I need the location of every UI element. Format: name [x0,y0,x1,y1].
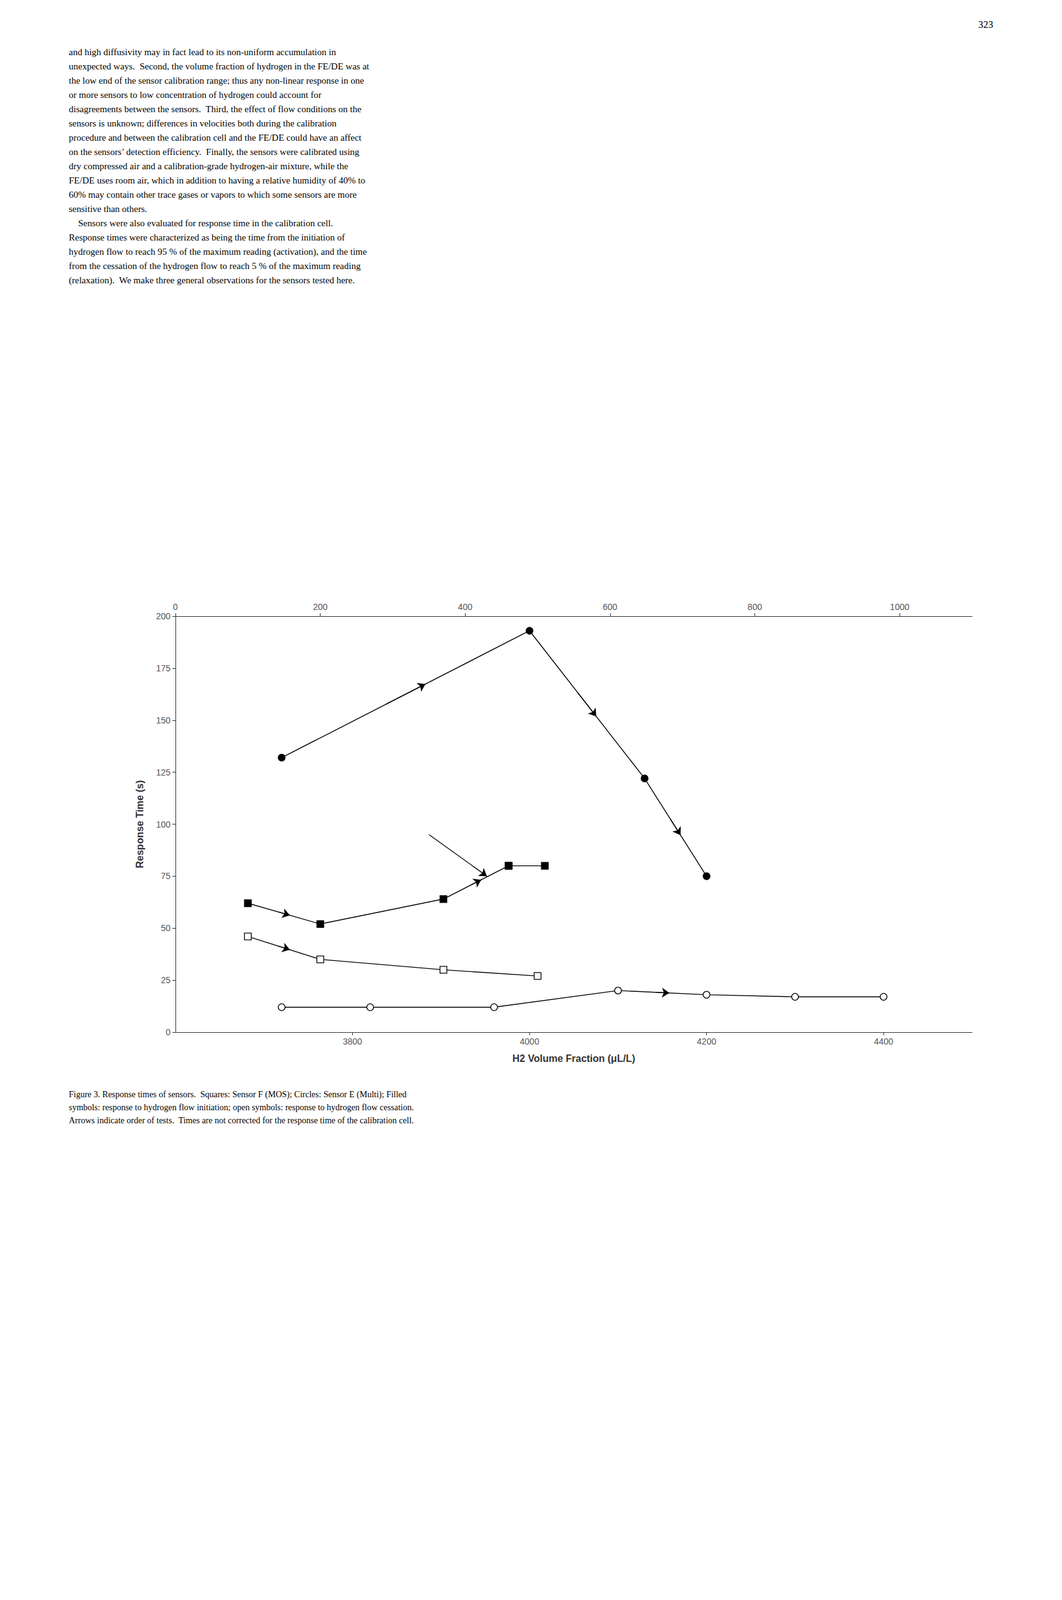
svg-text:4000: 4000 [520,1036,540,1047]
svg-text:4200: 4200 [696,1036,717,1047]
svg-text:procedure and between the cali: procedure and between the calibration ce… [68,132,363,143]
svg-text:100: 100 [156,819,172,830]
svg-text:Response Time (s): Response Time (s) [134,780,146,869]
svg-text:Arrows indicate order of tests: Arrows indicate order of tests. Times ar… [68,1115,414,1126]
svg-text:unexpected ways. Second, the: unexpected ways. Second, the volume frac… [68,61,370,72]
svg-text:50: 50 [160,923,171,934]
svg-text:on the sensors’ detection effi: on the sensors’ detection efficiency. Fi… [68,146,360,157]
svg-text:200: 200 [313,601,328,612]
svg-text:Figure 3. Response times of se: Figure 3. Response times of sensors. Squ… [68,1089,407,1100]
svg-text:(relaxation). We make three g: (relaxation). We make three general obse… [68,275,355,286]
svg-text:FE/DE uses room air, which in: FE/DE uses room air, which in addition t… [68,175,366,186]
svg-text:3800: 3800 [342,1036,363,1047]
svg-text:or more sensors to low concent: or more sensors to low concentration of … [68,89,322,100]
svg-text:and high diffusivity may in fa: and high diffusivity may in fact lead to… [68,47,337,58]
svg-text:0: 0 [172,601,178,612]
svg-text:75: 75 [160,871,171,881]
svg-text:400: 400 [458,601,474,612]
svg-text:H2 Volume Fraction (μL/L): H2 Volume Fraction (μL/L) [512,1053,636,1064]
svg-text:60% may contain other trace ga: 60% may contain other trace gases or vap… [68,189,358,200]
svg-text:Sensors were also evaluated fo: Sensors were also evaluated for response… [68,218,333,229]
svg-text:Response times were characteri: Response times were characterized as bei… [68,232,345,243]
svg-text:dry compressed air and a calib: dry compressed air and a calibration-gra… [68,161,349,172]
svg-text:hydrogen flow to reach 95 % of: hydrogen flow to reach 95 % of the maxim… [68,246,368,258]
svg-text:125: 125 [156,767,172,778]
svg-text:0: 0 [165,1027,171,1038]
svg-text:200: 200 [156,611,172,622]
svg-text:25: 25 [160,975,171,986]
svg-text:4400: 4400 [874,1036,894,1047]
svg-text:150: 150 [156,715,172,726]
svg-text:175: 175 [156,663,172,674]
svg-text:sensors is unknown; difference: sensors is unknown; differences in veloc… [68,118,337,129]
svg-text:1000: 1000 [890,601,910,612]
svg-text:symbols: response to hydrogen: symbols: response to hydrogen flow initi… [68,1102,414,1113]
svg-text:disagreements between the sens: disagreements between the sensors. Third… [68,104,362,115]
svg-text:800: 800 [747,601,763,612]
svg-text:from the cessation of the hydr: from the cessation of the hydrogen flow … [68,261,361,271]
svg-text:323: 323 [978,19,994,30]
svg-text:600: 600 [602,601,618,612]
svg-text:the low end of the sensor cali: the low end of the sensor calibration ra… [68,75,364,86]
svg-text:sensitive than others.: sensitive than others. [68,203,147,214]
